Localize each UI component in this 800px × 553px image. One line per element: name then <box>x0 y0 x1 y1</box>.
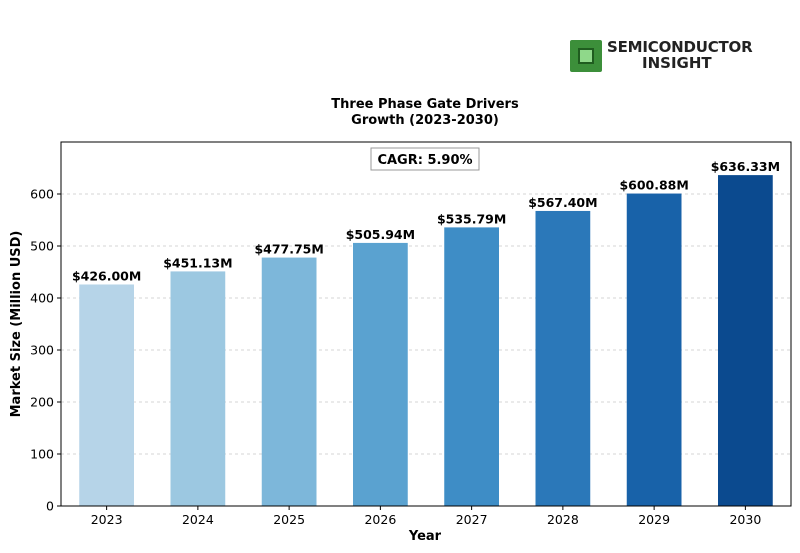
x-tick-label: 2025 <box>273 512 305 527</box>
bar-2028 <box>535 210 591 506</box>
data-label-2029: $600.88M <box>619 178 688 193</box>
chart-title-line2: Growth (2023-2030) <box>351 113 499 128</box>
data-label-2024: $451.13M <box>163 255 232 270</box>
y-tick-label: 300 <box>30 343 54 358</box>
x-tick-label: 2023 <box>91 512 123 527</box>
x-axis-ticks: 2023 2024 2025 2026 2027 2028 2029 2030 <box>91 506 761 527</box>
y-tick-label: 400 <box>30 291 54 306</box>
x-tick-label: 2030 <box>729 512 761 527</box>
x-axis-label: Year <box>408 529 442 544</box>
bar-2029 <box>626 193 682 506</box>
data-label-2026: $505.94M <box>346 227 415 242</box>
bar-2023 <box>79 284 134 506</box>
plot-frame <box>60 141 792 507</box>
cagr-text: CAGR: 5.90% <box>377 153 472 168</box>
y-tick-label: 0 <box>46 499 54 514</box>
chip-icon <box>570 40 602 72</box>
x-tick-label: 2028 <box>547 512 579 527</box>
y-tick-label: 100 <box>30 447 54 462</box>
data-label-2030: $636.33M <box>711 159 780 174</box>
data-labels-group: $426.00M $451.13M $477.75M $505.94M $535.79M… <box>72 159 780 283</box>
cagr-annotation: CAGR: 5.90% <box>370 147 480 171</box>
bar-2024 <box>170 271 226 506</box>
bars-group <box>79 175 773 506</box>
y-axis-ticks: 0 100 200 300 400 500 600 <box>30 187 61 514</box>
chart-title-line1: Three Phase Gate Drivers <box>331 97 519 112</box>
x-tick-label: 2027 <box>456 512 488 527</box>
bar-2030 <box>718 175 773 506</box>
y-axis-label: Market Size (Million USD) <box>9 231 24 418</box>
bar-2027 <box>444 227 499 506</box>
data-label-2027: $535.79M <box>437 211 506 226</box>
x-tick-label: 2024 <box>182 512 214 527</box>
logo-text-line1: SEMICONDUCTOR <box>607 38 753 56</box>
bar-2026 <box>353 242 408 506</box>
brand-logo: SEMICONDUCTOR INSIGHT <box>570 38 770 74</box>
data-label-2023: $426.00M <box>72 268 141 283</box>
bar-2025 <box>261 257 317 506</box>
data-label-2028: $567.40M <box>528 195 597 210</box>
x-tick-label: 2026 <box>364 512 396 527</box>
logo-text-line2: INSIGHT <box>642 54 712 72</box>
data-label-2025: $477.75M <box>254 242 323 257</box>
y-tick-label: 200 <box>30 395 54 410</box>
y-tick-label: 600 <box>30 187 54 202</box>
y-tick-label: 500 <box>30 239 54 254</box>
x-tick-label: 2029 <box>638 512 670 527</box>
